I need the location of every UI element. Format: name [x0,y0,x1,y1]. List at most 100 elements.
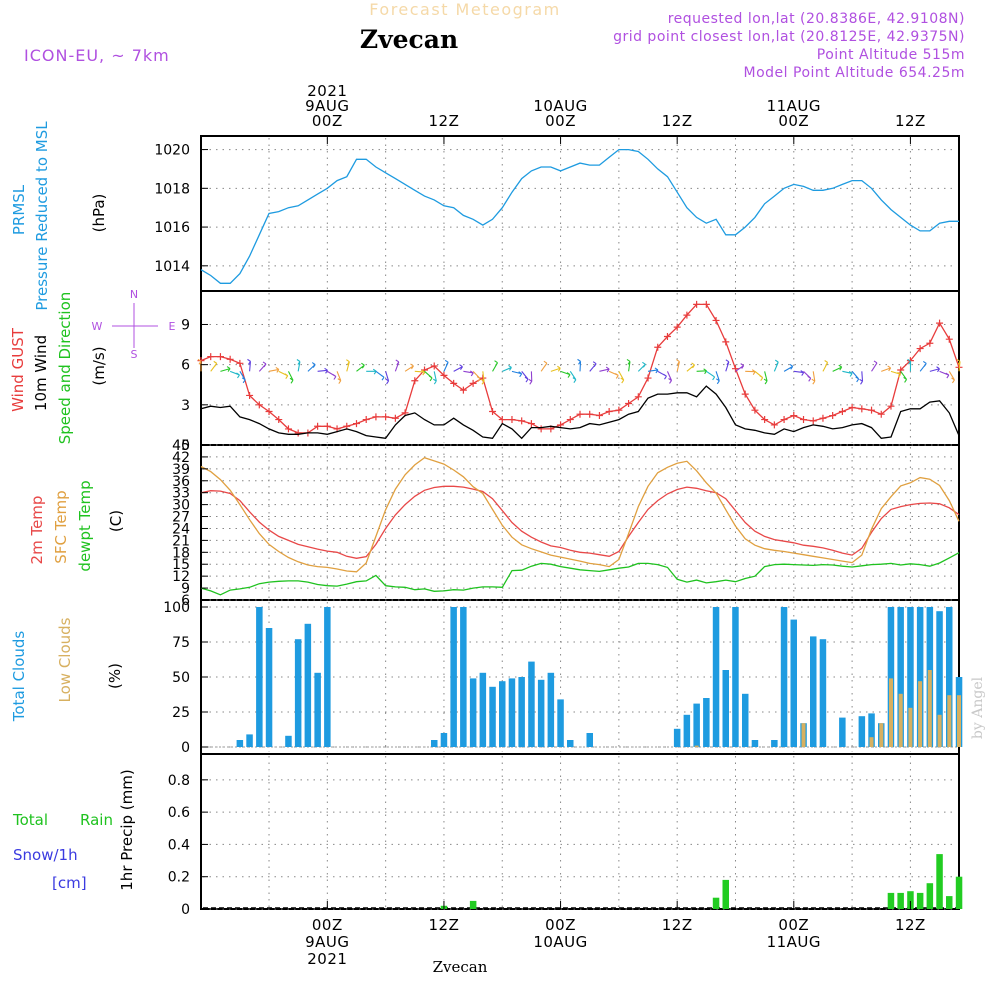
wind-direction-arrow [745,369,756,376]
gust-marker [450,379,458,387]
wind-direction-arrow [394,359,400,372]
total-clouds-bar [285,735,292,747]
gust-marker [595,412,603,420]
location-title: Zvecan [360,25,458,54]
wind-direction-arrow [890,370,901,378]
rain-label: Rain [80,811,113,829]
wind-direction-arrow [900,371,908,383]
gust-marker [809,417,817,425]
y-tick-label: 75 [172,635,190,651]
gust-marker [770,421,778,429]
time-label-top: 00Z [545,112,576,130]
wind-direction-arrow [626,358,631,372]
gust-marker [430,362,438,370]
y-tick-label: 0.2 [168,870,190,886]
gust-marker [284,425,292,433]
y-tick-label: 1020 [154,143,190,159]
gust-marker [265,408,273,416]
wind-direction-arrow [540,360,548,372]
wind-direction-arrow [851,370,860,383]
gust-marker [625,399,633,407]
wind-direction-arrow [706,370,716,381]
prmsl-label: PRMSL [10,184,28,235]
total-clouds-bar [537,679,545,747]
clouds-unit-label: (%) [106,663,124,689]
gust-marker [440,371,448,379]
wind-direction-arrow [657,370,667,380]
wind-direction-arrow [424,370,433,382]
total-clouds-bar [479,672,487,747]
total-clouds-bar [469,678,477,747]
y-tick-label: 100 [163,600,190,616]
wind-direction-arrow [317,367,329,374]
y-tick-label: 0 [181,740,190,756]
wind-direction-arrow [637,361,646,372]
rain-bar [936,854,943,909]
rain-bar [926,883,934,909]
wind-direction-arrow [511,370,523,378]
total-clouds-bar [450,607,457,747]
gust-marker [663,333,671,341]
gust-marker [527,420,535,428]
time-label-top: 2021 [307,82,347,100]
gust-marker [761,416,769,424]
low-clouds-bar [801,723,806,747]
gust-marker [255,401,263,409]
gust-marker [352,420,360,428]
gust-marker [314,422,322,430]
rain-bar [722,879,729,909]
total-clouds-bar [839,717,846,747]
total-clouds-bar [946,607,953,747]
wind-direction-arrow [803,370,812,382]
y-tick-label: 39 [172,462,190,478]
total-clouds-bar [567,740,574,747]
rain-bar [955,876,963,909]
gust-marker [469,379,477,387]
rain-bar [916,892,924,909]
low-clouds-bar [898,693,903,747]
wind-direction-arrow [956,358,961,372]
gust-label: Wind GUST [9,327,27,412]
y-tick-label: 0.8 [168,773,190,789]
wind-direction-arrow [375,370,385,381]
wind-direction-arrow [859,371,864,385]
wind-direction-arrow [618,371,625,384]
wind-direction-arrow [647,367,659,374]
wind-direction-arrow [811,371,816,385]
gust-marker [780,416,788,424]
time-label-top: 9AUG [305,97,349,115]
gust-marker [751,406,759,414]
wind-direction-arrow [842,370,853,377]
low-clouds-label: Low Clouds [56,617,74,702]
wind-direction-arrow [715,371,720,385]
wind-direction-arrow [832,364,843,372]
gust-marker [634,393,642,401]
y-tick-label: 3 [181,398,190,414]
compass-s: S [131,348,138,361]
wind-direction-arrow [929,366,940,373]
low-clouds-bar [957,695,961,747]
total-clouds-bar [907,607,914,747]
t2m-line [200,485,960,559]
temp-unit-label: (C) [107,510,125,532]
wind-direction-arrow [502,364,512,372]
wind-direction-arrow [258,361,267,372]
gust-marker [683,311,691,319]
gust-marker [236,359,244,367]
time-label-top: 11AUG [767,97,821,115]
wind-unit-label: (m/s) [90,346,108,385]
gust-marker [246,391,254,399]
y-tick-label: 0 [181,438,190,454]
total-clouds-bar [265,628,273,747]
time-label-bottom: 11AUG [767,933,821,951]
wind-direction-arrow [480,371,485,385]
total-clouds-bar [868,713,875,747]
total-clouds-bar [586,733,593,747]
wind-direction-arrow [686,362,696,372]
rain-bar [887,892,895,909]
low-clouds-bar [879,723,884,747]
gust-marker [323,422,331,430]
gust-marker [382,413,390,421]
wind-direction-arrow [346,359,350,372]
